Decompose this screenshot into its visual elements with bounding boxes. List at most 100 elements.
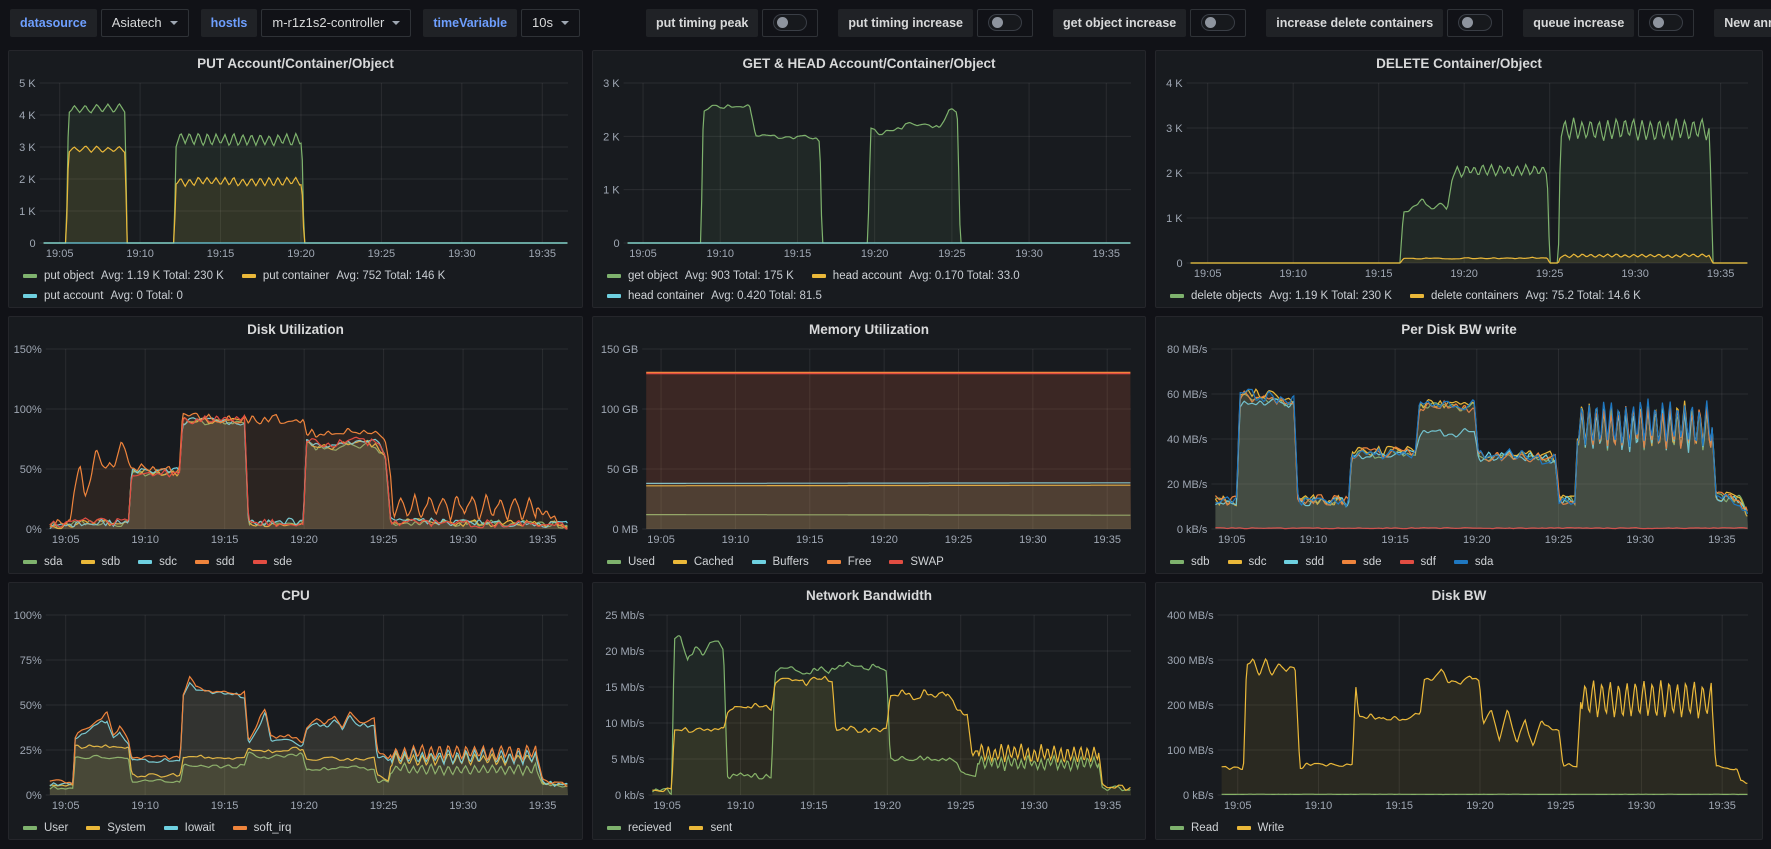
chart-memory-utilization[interactable]: 0 MB 50 GB 100 GB 150 GB 19:05 19:10 19:15 19:2…: [593, 341, 1145, 552]
x-tick-label: 19:30: [448, 248, 476, 260]
legend-item-used[interactable]: Used: [607, 556, 655, 568]
legend-color-icon: [1399, 560, 1414, 564]
series-line-sda: [1215, 388, 1748, 515]
series-area-delete-objects: [1190, 117, 1748, 263]
toggle-label-increase-delete-containers: increase delete containers: [1266, 8, 1444, 37]
x-tick-label: 19:30: [1628, 800, 1656, 812]
panel-title-network-bandwidth[interactable]: Network Bandwidth: [805, 588, 932, 603]
panel-title-get-head-account-container-object[interactable]: GET & HEAD Account/Container/Object: [742, 56, 996, 71]
legend-item-sdc[interactable]: sdc: [138, 556, 177, 568]
legend-label: sda: [44, 556, 63, 568]
legend-item-sdd[interactable]: sdd: [1284, 556, 1324, 568]
legend-color-icon: [80, 560, 95, 564]
legend-item-put-container[interactable]: put container Avg: 752 Total: 146 K: [241, 270, 446, 282]
legend-item-sdb[interactable]: sdb: [80, 556, 120, 568]
legend-color-icon: [1170, 294, 1184, 298]
x-tick-label: 19:20: [1450, 268, 1478, 280]
legend-item-buffers[interactable]: Buffers: [751, 556, 809, 568]
legend-label: Free: [847, 556, 872, 568]
series-area-sdc: [49, 417, 569, 529]
toggle-knob: [1205, 17, 1217, 28]
legend-stats: Avg: 752 Total: 146 K: [336, 270, 446, 282]
legend-item-sdd[interactable]: sdd: [195, 556, 235, 568]
x-tick-label: 19:05: [46, 248, 74, 260]
legend-item-iowait[interactable]: Iowait: [163, 822, 215, 834]
legend-item-put-account[interactable]: put account Avg: 0 Total: 0: [23, 290, 183, 302]
x-tick-label: 19:25: [368, 248, 396, 260]
legend-item-get-object[interactable]: get object Avg: 903 Total: 175 K: [607, 270, 794, 282]
y-tick-label: 1 K: [603, 185, 620, 197]
panel-title-cpu[interactable]: CPU: [281, 588, 310, 603]
variable-select-timevariable[interactable]: 10s: [521, 8, 580, 37]
legend-network-bandwidth: recieved sent: [593, 818, 1145, 839]
chart-per-disk-bw-write[interactable]: 0 kB/s 20 MB/s 40 MB/s 60 MB/s 80 MB/s 19:05 1…: [1156, 341, 1762, 552]
legend-item-sde[interactable]: sde: [1342, 556, 1382, 568]
x-tick-label: 19:20: [870, 534, 898, 546]
x-tick-label: 19:35: [1708, 800, 1736, 812]
chart-cpu[interactable]: 0% 25% 50% 75% 100% 19:05 19:10 19:15 19:20 19:25…: [9, 607, 582, 818]
legend-label: delete containers: [1430, 290, 1519, 302]
legend-item-head-account[interactable]: head account Avg: 0.170 Total: 33.0: [811, 270, 1020, 282]
legend-color-icon: [1170, 560, 1184, 564]
legend-label: put object: [44, 270, 94, 282]
legend-item-soft-irq[interactable]: soft_irq: [232, 822, 291, 834]
toggle-switch-queue-increase[interactable]: [1638, 8, 1695, 37]
series-area-sdd: [1215, 399, 1748, 529]
panel-title-delete-container-object[interactable]: DELETE Container/Object: [1376, 56, 1542, 71]
legend-item-sda[interactable]: sda: [23, 556, 63, 568]
panel-title-per-disk-bw-write[interactable]: Per Disk BW write: [1401, 322, 1517, 337]
toggle-switch-get-object-increase[interactable]: [1190, 8, 1247, 37]
legend-item-recieved[interactable]: recieved: [607, 822, 671, 834]
legend-item-sde[interactable]: sde: [252, 556, 292, 568]
legend-item-sdc[interactable]: sdc: [1227, 556, 1266, 568]
legend-get-head-account-container-object: get object Avg: 903 Total: 175 K head acco…: [593, 266, 1145, 307]
chart-disk-utilization[interactable]: 0% 50% 100% 150% 19:05 19:10 19:15 19:20 19:25 19…: [9, 341, 582, 552]
legend-color-icon: [751, 560, 766, 564]
legend-item-delete-objects[interactable]: delete objects Avg: 1.19 K Total: 230 K: [1170, 290, 1392, 302]
legend-color-icon: [889, 560, 904, 564]
legend-item-sdf[interactable]: sdf: [1399, 556, 1436, 568]
legend-item-free[interactable]: Free: [826, 556, 872, 568]
legend-item-write[interactable]: Write: [1236, 822, 1284, 834]
legend-item-system[interactable]: System: [86, 822, 146, 834]
legend-item-user[interactable]: User: [23, 822, 68, 834]
legend-item-sdb[interactable]: sdb: [1170, 556, 1210, 568]
toggle-switch-put-timing-peak[interactable]: [762, 8, 819, 37]
legend-row: User System Iowait soft_irq: [23, 818, 582, 838]
y-tick-label: 3 K: [19, 142, 36, 154]
variable-select-hostls[interactable]: m-r1z1s2-controller: [261, 8, 412, 37]
legend-item-put-object[interactable]: put object Avg: 1.19 K Total: 230 K: [23, 270, 224, 282]
panel-grid: PUT Account/Container/Object 0 1 K 2 K 3 K 4 …: [0, 45, 1771, 849]
chart-disk-bw[interactable]: 0 kB/s 100 MB/s 200 MB/s 300 MB/s 400 MB/s 19…: [1156, 607, 1762, 818]
legend-item-sda[interactable]: sda: [1453, 556, 1493, 568]
legend-item-sent[interactable]: sent: [689, 822, 732, 834]
y-tick-label: 4 K: [19, 110, 36, 122]
legend-color-icon: [826, 560, 841, 564]
chart-get-head-account-container-object[interactable]: 0 1 K 2 K 3 K 19:05 19:10 19:15 19:20 19:25 19:30…: [593, 75, 1145, 266]
legend-item-swap[interactable]: SWAP: [889, 556, 944, 568]
legend-label: sdf: [1420, 556, 1436, 568]
panel-title-memory-utilization[interactable]: Memory Utilization: [808, 322, 929, 337]
toggle-group-queue-increase: queue increase: [1523, 8, 1695, 37]
legend-color-icon: [23, 294, 37, 298]
legend-item-cached[interactable]: Cached: [672, 556, 734, 568]
legend-label: Read: [1191, 822, 1219, 834]
chart-delete-container-object[interactable]: 0 1 K 2 K 3 K 4 K 19:05 19:10 19:15 19:20 19:25 19…: [1156, 75, 1762, 286]
x-tick-label: 19:25: [370, 534, 398, 546]
legend-item-head-container[interactable]: head container Avg: 0.420 Total: 81.5: [607, 290, 822, 302]
toggle-switch-increase-delete-containers[interactable]: [1447, 8, 1504, 37]
x-tick-label: 19:10: [131, 800, 159, 812]
panel-title-disk-utilization[interactable]: Disk Utilization: [247, 322, 344, 337]
panel-memory-utilization: Memory Utilization 0 MB 50 GB 100 GB 150 GB 1…: [592, 316, 1146, 574]
panel-title-put-account-container-object[interactable]: PUT Account/Container/Object: [197, 56, 394, 71]
variable-select-datasource[interactable]: Asiatech: [100, 8, 189, 37]
chart-put-account-container-object[interactable]: 0 1 K 2 K 3 K 4 K 5 K 19:05 19:10 19:15 19:20 19:2…: [9, 75, 582, 266]
series-area-user: [49, 752, 569, 795]
panel-title-disk-bw[interactable]: Disk BW: [1431, 588, 1487, 603]
chart-network-bandwidth[interactable]: 0 kb/s 5 Mb/s 10 Mb/s 15 Mb/s 20 Mb/s 25 Mb/s…: [593, 607, 1145, 818]
toggle-pill: [1201, 14, 1236, 31]
legend-item-read[interactable]: Read: [1170, 822, 1219, 834]
legend-item-delete-containers[interactable]: delete containers Avg: 75.2 Total: 14.6 K: [1409, 290, 1641, 302]
toggle-switch-put-timing-increase[interactable]: [976, 8, 1033, 37]
legend-row: sdb sdc sdd sde sdf sda: [1170, 552, 1762, 572]
